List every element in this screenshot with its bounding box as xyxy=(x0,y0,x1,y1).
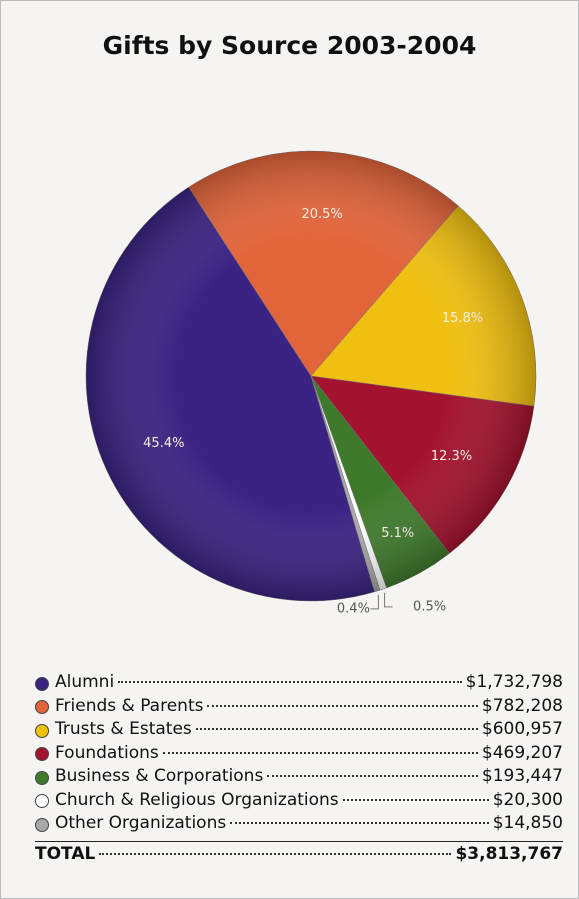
legend-row: Foundations $469,207 xyxy=(35,743,563,767)
legend-amount: $193,447 xyxy=(481,766,563,786)
slice-label: 0.4% xyxy=(337,601,370,616)
leader-dots xyxy=(99,852,452,855)
legend-marker xyxy=(35,676,49,691)
leader-dots xyxy=(162,751,478,754)
slice-label: 0.5% xyxy=(413,599,446,614)
total-amount: $3,813,767 xyxy=(455,843,563,864)
legend-row: Church & Religious Organizations $20,300 xyxy=(35,790,563,814)
legend-marker xyxy=(35,817,49,832)
total-row: TOTAL $3,813,767 xyxy=(35,840,563,868)
legend-row: Alumni $1,732,798 xyxy=(35,672,563,696)
legend-marker xyxy=(35,723,49,738)
legend-label: Alumni xyxy=(55,672,115,692)
legend-row: Trusts & Estates $600,957 xyxy=(35,719,563,743)
legend-marker xyxy=(35,700,49,715)
slice-label: 5.1% xyxy=(381,526,414,541)
legend-label: Trusts & Estates xyxy=(55,719,192,739)
legend-row: Other Organizations $14,850 xyxy=(35,813,563,837)
legend-label: Friends & Parents xyxy=(55,695,204,716)
legend-row: Business & Corporations $193,447 xyxy=(35,766,563,790)
legend-row: Friends & Parents $782,208 xyxy=(35,696,563,720)
legend-label: Foundations xyxy=(55,742,159,763)
legend-amount: $14,850 xyxy=(492,813,563,833)
legend-marker xyxy=(35,747,49,762)
legend-amount: $782,208 xyxy=(481,695,563,716)
legend-label: Church & Religious Organizations xyxy=(55,789,339,810)
leader-dots xyxy=(230,822,489,824)
legend-label: Other Organizations xyxy=(55,813,227,833)
total-label: TOTAL xyxy=(35,843,96,864)
slice-label: 15.8% xyxy=(442,311,483,326)
legend-amount: $20,300 xyxy=(492,789,563,810)
leader-dots xyxy=(195,728,478,730)
leader-dots xyxy=(267,775,478,777)
legend-amount: $1,732,798 xyxy=(465,672,563,692)
slice-label: 20.5% xyxy=(301,207,342,222)
slice-label: 12.3% xyxy=(431,449,472,464)
leader-line xyxy=(384,592,393,608)
legend-amount: $600,957 xyxy=(481,719,563,739)
leader-line xyxy=(370,594,379,610)
pie-area: 45.4% 20.5% 15.8% 12.3% 5.1% 0.5% 0.4% xyxy=(85,150,537,616)
leader-dots xyxy=(207,704,478,707)
slice-label: 45.4% xyxy=(143,436,184,451)
legend-marker xyxy=(35,794,49,809)
legend-amount: $469,207 xyxy=(481,742,563,763)
leader-dots xyxy=(342,798,489,801)
legend-marker xyxy=(35,770,49,785)
legend: Alumni $1,732,798 Friends & Parents $782,20… xyxy=(35,672,563,867)
leader-dots xyxy=(118,681,462,683)
legend-label: Business & Corporations xyxy=(55,766,264,786)
chart-title: Gifts by Source 2003-2004 xyxy=(102,31,477,60)
